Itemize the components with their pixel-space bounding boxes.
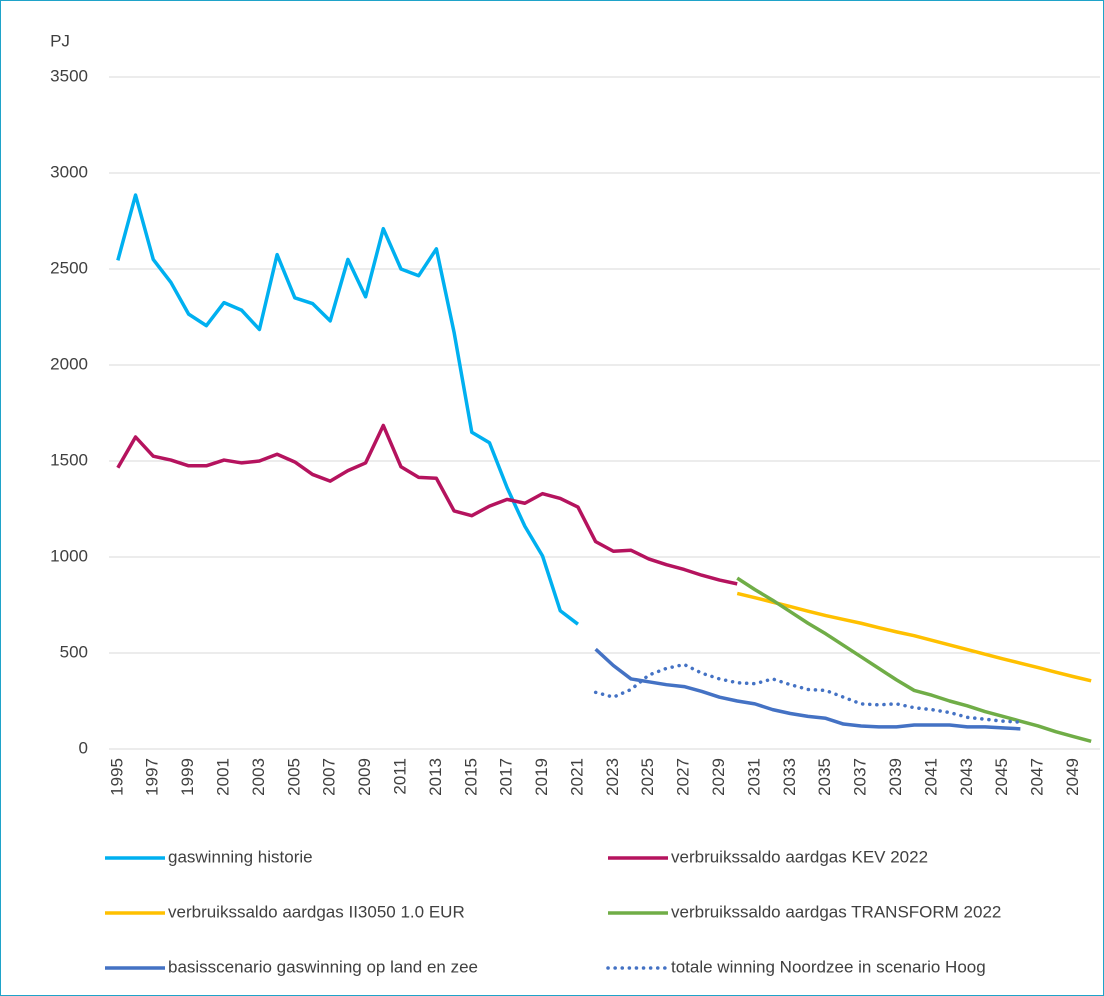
legend-label: gaswinning historie (168, 847, 313, 866)
legend-label: verbruikssaldo aardgas II3050 1.0 EUR (168, 902, 465, 921)
x-tick-label: 2041 (921, 758, 940, 796)
x-tick-label: 2021 (567, 758, 586, 796)
x-tick-label: 1997 (143, 758, 162, 796)
x-tick-label: 2003 (249, 758, 268, 796)
x-tick-label: 2023 (603, 758, 622, 796)
legend-label: basisscenario gaswinning op land en zee (168, 957, 478, 976)
legend-label: verbruikssaldo aardgas TRANSFORM 2022 (671, 902, 1001, 921)
y-axis-label: PJ (50, 31, 70, 50)
x-tick-label: 2009 (355, 758, 374, 796)
x-tick-label: 2027 (674, 758, 693, 796)
x-tick-label: 2015 (461, 758, 480, 796)
series-line (593, 662, 1023, 724)
y-tick-label: 2000 (50, 354, 88, 373)
x-tick-label: 2031 (744, 758, 763, 796)
y-tick-label: 500 (60, 642, 88, 661)
legend-label: verbruikssaldo aardgas KEV 2022 (671, 847, 928, 866)
x-tick-label: 2029 (709, 758, 728, 796)
x-tick-label: 2039 (886, 758, 905, 796)
y-tick-label: 1000 (50, 546, 88, 565)
x-tick-label: 2043 (957, 758, 976, 796)
y-tick-label: 1500 (50, 450, 88, 469)
x-tick-label: 2011 (390, 758, 409, 795)
x-tick-label: 2007 (320, 758, 339, 796)
series-line (594, 647, 1021, 731)
x-tick-label: 2047 (1028, 758, 1047, 796)
y-tick-label: 3500 (50, 66, 88, 85)
x-tick-label: 2001 (214, 758, 233, 796)
x-tick-label: 2049 (1063, 758, 1082, 796)
x-tick-label: 1995 (107, 758, 126, 796)
x-tick-label: 2013 (426, 758, 445, 796)
x-tick-label: 2033 (780, 758, 799, 796)
series-line (116, 423, 738, 586)
series-line (116, 193, 580, 626)
legend-label: totale winning Noordzee in scenario Hoog (671, 957, 986, 976)
y-tick-label: 2500 (50, 258, 88, 277)
x-tick-label: 2017 (497, 758, 516, 796)
series-line (736, 591, 1092, 683)
x-tick-label: 1999 (178, 758, 197, 796)
y-tick-label: 3000 (50, 162, 88, 181)
x-tick-label: 2035 (815, 758, 834, 796)
series-line (736, 576, 1092, 744)
x-tick-label: 2045 (992, 758, 1011, 796)
x-tick-label: 2025 (638, 758, 657, 796)
y-tick-label: 0 (79, 738, 88, 757)
x-tick-label: 2037 (851, 758, 870, 796)
x-tick-label: 2005 (284, 758, 303, 796)
x-tick-label: 2019 (532, 758, 551, 796)
